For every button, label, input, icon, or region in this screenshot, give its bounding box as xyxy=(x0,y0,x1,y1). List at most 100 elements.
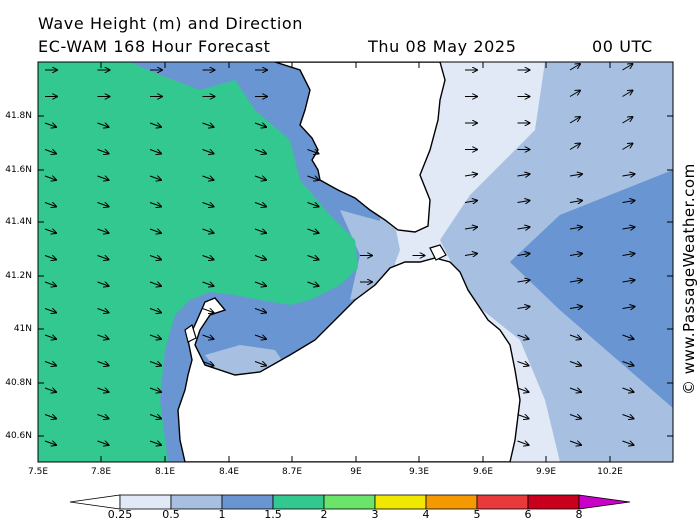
wave-direction-arrow xyxy=(149,362,161,366)
colorbar-swatch xyxy=(425,494,478,510)
wave-direction-arrow xyxy=(149,415,161,419)
asinara-island xyxy=(184,324,197,343)
wave-direction-arrow xyxy=(569,91,580,97)
wave-direction-arrow xyxy=(569,415,581,419)
lat-label: 41.8N xyxy=(5,111,32,121)
lon-label: 7.5E xyxy=(28,467,48,477)
colorbar-swatch-max xyxy=(578,494,631,510)
lat-label: 40.6N xyxy=(5,431,32,441)
wave-direction-arrow xyxy=(97,282,109,286)
wave-direction-arrow xyxy=(464,227,477,229)
wave-direction-arrow xyxy=(517,335,529,339)
wave-direction-arrow xyxy=(307,176,319,180)
wave-direction-arrow xyxy=(622,254,635,256)
wave-direction-arrow xyxy=(622,64,633,71)
wave-direction-arrow xyxy=(464,201,477,203)
colorbar-label: 3 xyxy=(371,508,379,521)
lon-label: 8.4E xyxy=(219,467,239,477)
colorbar-label: 4 xyxy=(422,508,430,521)
wave-direction-arrow xyxy=(517,280,530,282)
wave-direction-arrow xyxy=(569,362,581,366)
wave-direction-arrow xyxy=(202,150,214,154)
wave-direction-arrow xyxy=(149,335,161,339)
wave-direction-arrow xyxy=(622,91,633,97)
colorbar-label: 1 xyxy=(218,508,226,521)
wave-direction-arrow xyxy=(44,309,56,313)
wave-direction-arrow xyxy=(622,388,634,392)
wave-direction-arrow xyxy=(254,362,266,366)
wave-direction-arrow xyxy=(149,388,161,392)
lat-label: 41.2N xyxy=(5,271,32,281)
wave-direction-arrow xyxy=(517,362,529,366)
wave-direction-arrow xyxy=(464,254,477,256)
wave-direction-arrow xyxy=(517,415,529,419)
wave-direction-arrow xyxy=(149,176,161,180)
wave-direction-arrow xyxy=(307,282,319,286)
colorbar-label: 0.5 xyxy=(162,508,180,521)
wave-direction-arrow xyxy=(202,282,214,286)
wave-direction-arrow xyxy=(622,227,635,229)
wave-direction-arrow xyxy=(622,441,634,445)
colorbar-swatch xyxy=(476,494,529,510)
wave-direction-arrow xyxy=(97,309,109,313)
colorbar-swatch xyxy=(221,494,274,510)
wave-direction-arrow xyxy=(149,123,161,127)
wave-direction-arrow xyxy=(254,229,266,233)
wave-direction-arrow xyxy=(97,362,109,366)
wave-direction-arrows xyxy=(44,64,635,445)
wave-direction-arrow xyxy=(569,174,582,176)
colorbar-swatch xyxy=(527,494,580,510)
wave-direction-arrow xyxy=(97,150,109,154)
wave-direction-arrow xyxy=(97,415,109,419)
lon-label: 8.1E xyxy=(155,467,175,477)
wave-direction-arrow xyxy=(254,309,266,313)
lon-label: 8.7E xyxy=(282,467,302,477)
wave-direction-arrow xyxy=(569,117,580,124)
lat-label: 41N xyxy=(13,324,32,334)
wave-direction-arrow xyxy=(149,256,161,260)
wave-direction-arrow xyxy=(569,201,582,203)
wave-band-1.5-2 xyxy=(38,62,358,462)
forecast-date: Thu 08 May 2025 xyxy=(368,37,517,56)
wave-direction-arrow xyxy=(254,203,266,207)
colorbar-swatch xyxy=(374,494,427,510)
wave-direction-arrow xyxy=(149,309,161,313)
wave-direction-arrow xyxy=(202,362,214,366)
lon-label: 9E xyxy=(350,467,362,477)
wave-direction-arrow xyxy=(569,388,581,392)
wave-direction-arrow xyxy=(149,229,161,233)
wave-direction-arrow xyxy=(254,176,266,180)
wave-direction-arrow xyxy=(307,203,319,207)
wave-direction-arrow xyxy=(44,203,56,207)
wave-direction-arrow xyxy=(622,174,635,176)
colorbar-label: 2 xyxy=(320,508,328,521)
wave-direction-arrow xyxy=(569,64,580,71)
wave-direction-arrow xyxy=(622,335,634,339)
axis-ticks xyxy=(38,62,673,462)
wave-direction-arrow xyxy=(569,307,582,309)
wave-direction-arrow xyxy=(622,144,633,150)
wave-direction-arrow xyxy=(202,309,214,313)
wave-direction-arrow xyxy=(517,201,530,203)
lat-label: 40.8N xyxy=(5,378,32,388)
lon-label: 9.3E xyxy=(409,467,429,477)
forecast-model: EC-WAM 168 Hour Forecast xyxy=(38,37,271,56)
colorbar-label: 8 xyxy=(575,508,583,521)
lon-label: 7.8E xyxy=(91,467,111,477)
wave-direction-arrow xyxy=(517,227,530,229)
corsica-land xyxy=(274,62,446,233)
lon-label: 10.2E xyxy=(597,467,623,477)
wave-direction-arrow xyxy=(44,282,56,286)
wave-direction-arrow xyxy=(202,335,214,339)
wave-direction-arrow xyxy=(517,254,530,256)
colorbar-label: 5 xyxy=(473,508,481,521)
colorbar-swatch xyxy=(119,494,172,510)
wave-direction-arrow xyxy=(44,150,56,154)
lon-label: 9.9E xyxy=(536,467,556,477)
wave-direction-arrow xyxy=(254,123,266,127)
wave-direction-arrow xyxy=(202,256,214,260)
colorbar-swatch xyxy=(323,494,376,510)
wave-direction-arrow xyxy=(97,441,109,445)
wave-direction-arrow xyxy=(97,256,109,260)
